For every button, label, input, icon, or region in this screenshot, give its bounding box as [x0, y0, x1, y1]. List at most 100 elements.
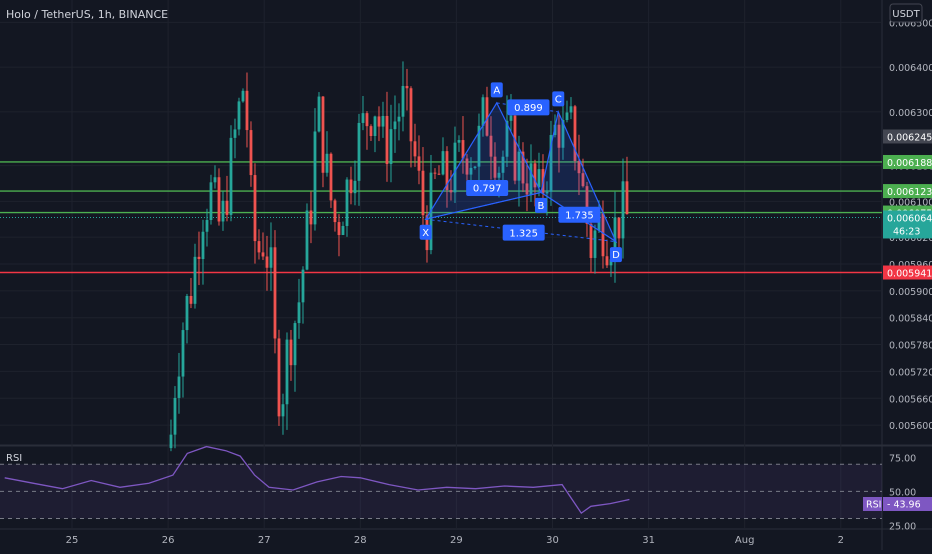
candle	[413, 123, 417, 167]
candle	[197, 231, 201, 286]
candle-body	[345, 179, 349, 226]
candle	[385, 91, 389, 182]
price-tick-label: 0.006100	[889, 197, 932, 208]
candle-body	[609, 259, 613, 266]
candle	[181, 322, 185, 398]
candle	[273, 230, 277, 354]
candle-body	[309, 210, 313, 225]
candle	[221, 191, 225, 231]
candle	[325, 131, 329, 177]
candle	[377, 106, 381, 142]
candle-body	[349, 179, 353, 194]
candle-body	[521, 151, 525, 184]
candle-body	[577, 161, 581, 174]
candle	[321, 96, 325, 188]
candle	[213, 165, 217, 189]
candle	[233, 118, 237, 159]
candle	[441, 137, 445, 176]
candle-body	[509, 115, 513, 121]
candle	[453, 126, 457, 204]
candle	[473, 165, 477, 170]
pattern-ratio-label-box	[502, 224, 545, 241]
candle	[513, 109, 517, 185]
candle-body	[297, 302, 301, 324]
candle	[569, 97, 573, 120]
candle-body	[565, 112, 569, 121]
candle-body	[205, 220, 209, 232]
countdown-text: 46:23	[893, 226, 920, 237]
candle	[293, 320, 297, 392]
candle	[361, 95, 365, 131]
pattern-ratio-label: 0.899	[507, 99, 550, 116]
candle	[337, 214, 341, 257]
price-tick-label: 0.006020	[889, 233, 932, 244]
candle-body	[293, 323, 297, 366]
candle-body	[237, 101, 241, 130]
candle	[241, 88, 245, 103]
time-tick-label: 30	[546, 535, 559, 546]
candle-body	[365, 113, 369, 127]
candle-body	[477, 125, 481, 167]
pattern-point-x-box	[419, 224, 432, 240]
candle-body	[625, 181, 629, 215]
candle-body	[189, 295, 193, 304]
pattern-ratio-label: 0.797	[466, 179, 509, 196]
candle	[433, 168, 437, 180]
time-tick-label: 29	[450, 535, 463, 546]
candle	[417, 135, 421, 185]
candle-body	[413, 141, 417, 157]
time-tick-label: 28	[354, 535, 367, 546]
currency-button[interactable]: USDT	[889, 3, 923, 23]
candle-body	[457, 140, 461, 143]
candle	[621, 158, 625, 259]
candle	[313, 108, 317, 231]
candle-body	[409, 88, 413, 142]
candle	[237, 97, 241, 136]
candle-body	[433, 172, 437, 174]
price-label-support: 0.006188	[883, 154, 932, 169]
candle-body	[501, 156, 505, 173]
pattern-ratio-label: 1.325	[502, 224, 545, 241]
candle-body	[449, 190, 453, 193]
rsi-value-badge: RSI - 43.96	[863, 497, 932, 511]
candle-body	[393, 121, 397, 130]
candle-body	[417, 156, 421, 171]
candle	[305, 203, 309, 271]
candle	[533, 159, 537, 207]
candle-body	[301, 269, 305, 303]
price-label-text: 0.006123	[887, 187, 932, 198]
candle	[193, 243, 197, 309]
pattern-ratio-label-box	[466, 179, 509, 196]
candle	[229, 125, 233, 222]
candle	[369, 124, 373, 142]
candle-body	[201, 231, 205, 260]
candle-body	[505, 120, 509, 157]
candle	[381, 101, 385, 138]
candle	[225, 175, 229, 222]
candle-body	[177, 376, 181, 398]
price-label-box	[883, 210, 932, 239]
candle-body	[333, 200, 337, 223]
candle-body	[181, 330, 185, 377]
candle	[261, 232, 265, 261]
candle-body	[389, 129, 393, 165]
candle	[345, 177, 349, 237]
candle	[265, 235, 269, 291]
candle-body	[225, 200, 229, 215]
candle-body	[185, 295, 189, 331]
candle-body	[581, 173, 585, 187]
pattern-point-x: X	[419, 224, 432, 240]
candle	[289, 329, 293, 381]
pattern-point-d-box	[609, 247, 622, 263]
candle	[573, 104, 577, 171]
pattern-ratio-label-box	[507, 99, 550, 116]
rsi-name-text: RSI	[866, 500, 881, 511]
candle	[173, 386, 177, 449]
candle-body	[493, 156, 497, 178]
candle	[201, 219, 205, 285]
candle-body	[525, 183, 529, 195]
pattern-ratio-label-text: 1.735	[565, 210, 594, 221]
